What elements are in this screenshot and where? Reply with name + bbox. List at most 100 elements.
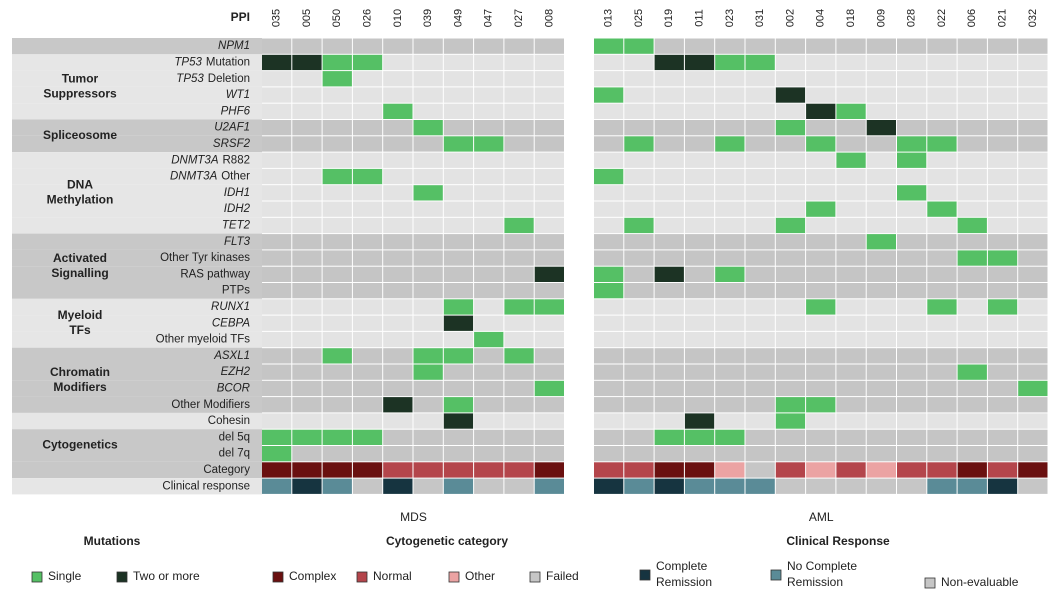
row-band: [12, 282, 262, 299]
cell: [534, 103, 564, 119]
cell: [504, 250, 534, 266]
cell: [262, 120, 292, 136]
legend-label: Normal: [373, 569, 412, 583]
cell: [866, 152, 896, 168]
row-band: [12, 135, 262, 153]
cell: [534, 250, 564, 266]
row-band: [12, 364, 262, 381]
cell: [534, 413, 564, 429]
cell: [715, 103, 745, 119]
cell: [927, 120, 957, 136]
cell: [474, 283, 504, 299]
cell: [927, 38, 957, 54]
cell: [262, 87, 292, 103]
cell: [322, 364, 352, 380]
cell: [413, 185, 443, 201]
cell: [322, 234, 352, 250]
cell: [383, 152, 413, 168]
cell: [262, 266, 292, 282]
cell: [1018, 462, 1048, 478]
legend-swatch: [31, 571, 43, 583]
cell: [624, 283, 654, 299]
patient-id: 039: [422, 9, 434, 27]
cell: [504, 446, 534, 462]
cell: [262, 54, 292, 71]
cell: [443, 120, 474, 136]
patient-id: 004: [815, 9, 827, 27]
cell: [262, 38, 292, 54]
cell: [987, 413, 1018, 429]
cell: [654, 462, 684, 478]
cell: [534, 185, 564, 201]
row-band: [12, 249, 262, 267]
cell: [957, 299, 987, 315]
cell: [987, 283, 1018, 299]
legend-swatch: [924, 577, 936, 589]
cell: [624, 54, 654, 71]
cell: [715, 54, 745, 71]
cell: [684, 266, 715, 282]
cell: [866, 217, 896, 234]
cell: [927, 380, 957, 397]
cell: [292, 234, 322, 250]
gene-name: EZH2: [221, 366, 251, 378]
cell: [987, 364, 1018, 380]
cell: [745, 87, 775, 103]
gene-name: U2AF1: [214, 122, 250, 134]
row-band: [12, 54, 262, 71]
cell: [443, 185, 474, 201]
cell: [383, 185, 413, 201]
cell: [715, 380, 745, 397]
cell: [775, 397, 806, 413]
row-label: PTPs: [222, 285, 250, 297]
cell: [262, 168, 292, 185]
cell: [897, 315, 927, 331]
cell: [413, 120, 443, 136]
cell: [987, 348, 1018, 364]
cell: [352, 103, 383, 119]
row-name: RAS pathway: [180, 268, 250, 280]
cell: [927, 185, 957, 201]
cell: [866, 266, 896, 282]
cell: [836, 136, 866, 152]
cell: [383, 71, 413, 87]
cell: [1018, 71, 1048, 87]
patient-id: 049: [452, 9, 464, 27]
cell: [654, 103, 684, 119]
cell: [262, 446, 292, 462]
cell: [715, 120, 745, 136]
cell: [836, 364, 866, 380]
row-band: [12, 396, 262, 413]
cell: [836, 38, 866, 54]
cell: [775, 87, 806, 103]
legend-swatch: [639, 569, 651, 581]
cell: [806, 250, 836, 266]
cell: [806, 71, 836, 87]
cell: [1018, 364, 1048, 380]
cell: [624, 120, 654, 136]
cell: [745, 38, 775, 54]
cell: [806, 397, 836, 413]
cell: [654, 250, 684, 266]
cell: [504, 413, 534, 429]
cell: [504, 331, 534, 348]
cell: [352, 136, 383, 152]
cell: [262, 217, 292, 234]
cell: [775, 299, 806, 315]
cell: [684, 364, 715, 380]
cell: [987, 380, 1018, 397]
cell: [383, 413, 413, 429]
group-label: Modifiers: [53, 380, 107, 394]
row-band: [12, 70, 262, 87]
legend-swatch: [356, 571, 368, 583]
cell: [1018, 315, 1048, 331]
cell: [534, 478, 564, 494]
cell: [292, 446, 322, 462]
cell: [474, 120, 504, 136]
row-band: [12, 298, 262, 316]
cell: [474, 103, 504, 119]
cell: [836, 331, 866, 348]
cell: [262, 185, 292, 201]
row-label: NPM1: [218, 40, 250, 52]
row-label: DNMT3A Other: [170, 171, 250, 183]
